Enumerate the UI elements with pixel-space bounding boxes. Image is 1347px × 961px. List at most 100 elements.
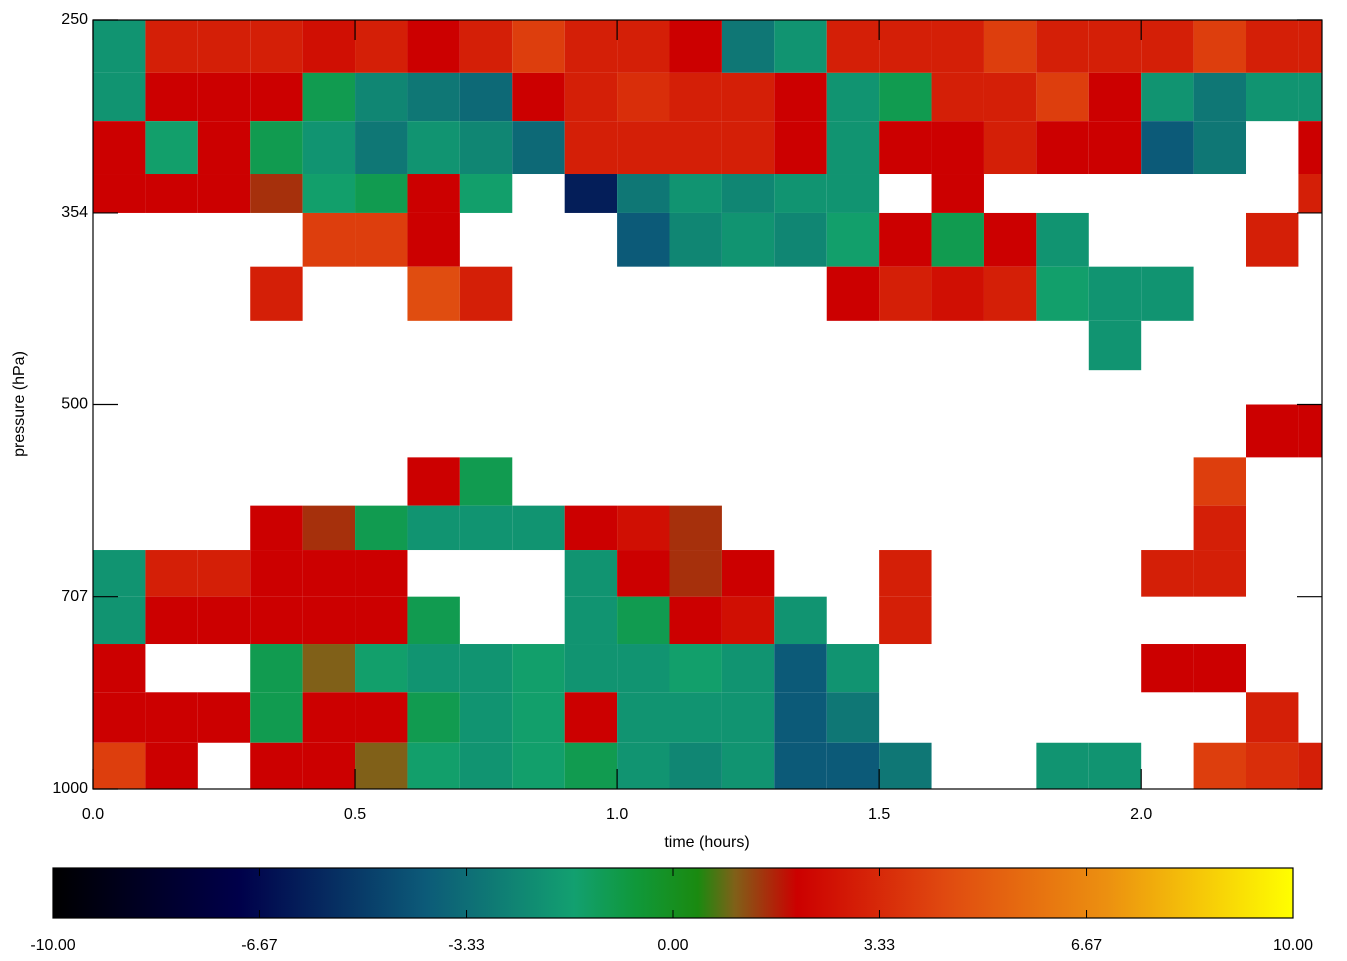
heatmap-cell	[564, 742, 618, 789]
heatmap-cell	[197, 72, 251, 122]
x-axis-label: time (hours)	[664, 834, 749, 851]
heatmap-cell	[826, 692, 880, 743]
heatmap-cell	[826, 212, 880, 267]
heatmap-cell	[774, 644, 827, 693]
heatmap-cell	[564, 20, 618, 73]
colorbar-tick-label: -6.67	[241, 937, 278, 954]
heatmap-cell	[617, 742, 670, 789]
heatmap-cell	[669, 72, 722, 122]
heatmap-cell	[1246, 692, 1299, 743]
heatmap-cell	[197, 596, 251, 645]
heatmap-cell	[302, 644, 356, 693]
heatmap-cell	[1141, 121, 1194, 175]
heatmap-cell	[197, 174, 251, 213]
heatmap-cell	[983, 72, 1037, 122]
colorbar-tick-label: 3.33	[864, 937, 895, 954]
colorbar-tick-label: 10.00	[1273, 937, 1313, 954]
y-tick-label: 1000	[52, 780, 88, 797]
heatmap-cell	[145, 742, 198, 789]
y-tick-label: 707	[61, 588, 88, 605]
heatmap-cell	[774, 742, 827, 789]
heatmap-cell	[617, 174, 670, 213]
colorbar-tick-label: 6.67	[1071, 937, 1102, 954]
heatmap-cell	[774, 212, 827, 267]
heatmap-cell	[879, 121, 932, 175]
heatmap-cell	[407, 121, 460, 175]
heatmap-cell	[1298, 20, 1322, 73]
heatmap-cell	[512, 644, 565, 693]
heatmap-cell	[669, 644, 722, 693]
heatmap-cell	[302, 550, 356, 597]
heatmap-cell	[407, 644, 460, 693]
heatmap-cell	[512, 72, 565, 122]
heatmap-cell	[1193, 20, 1247, 73]
heatmap-cell	[250, 596, 303, 645]
heatmap-cell	[1036, 212, 1089, 267]
heatmap-cell	[407, 72, 460, 122]
heatmap-cell	[250, 20, 303, 73]
heatmap-cell	[564, 174, 618, 213]
heatmap-cell	[355, 550, 408, 597]
heatmap-cell	[879, 596, 932, 645]
heatmap-cell	[197, 121, 251, 175]
heatmap-cell	[355, 692, 408, 743]
heatmap-cell	[826, 266, 880, 321]
heatmap-cell	[250, 72, 303, 122]
heatmap-cell	[459, 505, 513, 551]
x-tick-label: 1.5	[868, 806, 890, 823]
heatmap-cell	[459, 72, 513, 122]
heatmap-cell	[1193, 644, 1247, 693]
heatmap-cell	[355, 72, 408, 122]
heatmap-cell	[512, 505, 565, 551]
heatmap-cell	[564, 692, 618, 743]
y-axis-label: pressure (hPa)	[11, 351, 28, 457]
colorbar-tick-label: 0.00	[657, 937, 688, 954]
heatmap-cell	[355, 742, 408, 789]
heatmap-cell	[355, 121, 408, 175]
heatmap-cell	[669, 20, 722, 73]
heatmap-cell	[197, 20, 251, 73]
heatmap-cell	[302, 212, 356, 267]
heatmap-cell	[250, 550, 303, 597]
heatmap-cell	[774, 692, 827, 743]
heatmap-cell	[1036, 20, 1089, 73]
heatmap-cell	[564, 72, 618, 122]
heatmap-cell	[721, 550, 775, 597]
heatmap-cell	[1298, 404, 1322, 458]
heatmap-cell	[721, 742, 775, 789]
heatmap-cell	[564, 121, 618, 175]
heatmap-cell	[931, 121, 984, 175]
heatmap-cell	[1193, 550, 1247, 597]
heatmap-cell	[1193, 505, 1247, 551]
heatmap-cell	[1246, 72, 1299, 122]
heatmap-cell	[250, 121, 303, 175]
y-tick-label: 354	[61, 204, 88, 221]
heatmap-cell	[355, 596, 408, 645]
x-tick-label: 0.0	[82, 806, 104, 823]
heatmap-cell	[1193, 72, 1247, 122]
heatmap-cell	[774, 174, 827, 213]
heatmap-cell	[407, 212, 460, 267]
heatmap-cell	[512, 121, 565, 175]
heatmap-cell	[774, 121, 827, 175]
heatmap-cell	[93, 644, 146, 693]
heatmap-cell	[459, 20, 513, 73]
heatmap-cell	[983, 212, 1037, 267]
heatmap-cell	[250, 742, 303, 789]
heatmap-cell	[1246, 742, 1299, 789]
heatmap-cell	[1036, 72, 1089, 122]
heatmap-cell	[407, 266, 460, 321]
heatmap-cell	[774, 72, 827, 122]
heatmap-cell	[93, 742, 146, 789]
heatmap-cell	[197, 550, 251, 597]
heatmap-cell	[407, 505, 460, 551]
heatmap-cell	[1193, 121, 1247, 175]
heatmap-cell	[983, 266, 1037, 321]
heatmap-cell	[512, 742, 565, 789]
heatmap-cell	[459, 692, 513, 743]
heatmap-cell	[302, 72, 356, 122]
heatmap-cell	[669, 505, 722, 551]
heatmap-cell	[1088, 121, 1142, 175]
heatmap-cell	[826, 20, 880, 73]
